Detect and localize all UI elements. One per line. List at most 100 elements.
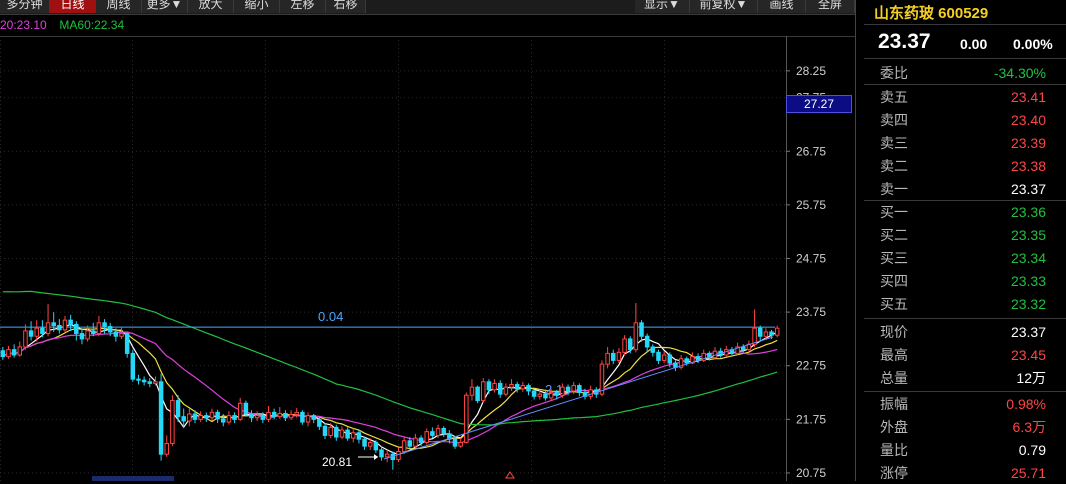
daily-kline-button[interactable]: 日线 [50, 0, 96, 13]
candle-body [752, 327, 757, 345]
move-left-button[interactable]: 左移 [280, 0, 326, 13]
candle-body [481, 381, 486, 402]
candle [221, 413, 226, 427]
candle-body [774, 327, 780, 336]
candle-body [141, 379, 147, 383]
chart-grid [0, 36, 786, 481]
candle-body [373, 441, 379, 451]
candle [486, 379, 492, 395]
candle [537, 389, 543, 400]
candle [226, 411, 232, 425]
y-tick-label: 21.75 [796, 412, 826, 426]
candle-body [57, 325, 62, 331]
candle-body [486, 381, 492, 391]
candle-body [537, 393, 543, 397]
candle-body [249, 413, 254, 419]
candle-body [520, 385, 526, 390]
kline-chart[interactable]: 28.2527.7526.7525.7524.7523.7522.7521.75… [0, 36, 855, 481]
candle [633, 303, 639, 353]
ask-level-label: 卖四 [880, 112, 908, 128]
event-marker-icon [505, 471, 515, 479]
candle-body [175, 400, 181, 418]
stat-value: 0.79 [1018, 442, 1046, 458]
candle-body [588, 389, 593, 397]
candle-body [339, 429, 345, 438]
candle [746, 340, 752, 352]
candle [187, 408, 192, 427]
candle-body [362, 438, 367, 447]
weekly-kline-button[interactable]: 周线 [96, 0, 142, 13]
y-tick-label: 20.75 [796, 466, 826, 480]
candle [74, 321, 79, 341]
candle-body [503, 386, 509, 395]
candle-body [158, 381, 164, 455]
candle [571, 381, 576, 395]
candle-body [548, 392, 554, 399]
candle [113, 328, 119, 342]
candle [136, 374, 141, 385]
candle-body [633, 322, 639, 351]
zoom-in-button[interactable]: 放大 [188, 0, 234, 13]
ask-level-value: 23.37 [1010, 181, 1046, 197]
move-right-button[interactable]: 右移 [326, 0, 366, 13]
candle-body [17, 346, 23, 356]
candle [141, 376, 147, 386]
candle [469, 379, 475, 401]
candle [79, 328, 85, 345]
stat-row: 外盘 6.3万 [880, 416, 1046, 438]
candle [11, 344, 17, 358]
ask-level-value: 23.39 [1010, 135, 1046, 151]
candle [62, 315, 68, 332]
last-price: 23.37 [878, 30, 931, 53]
stat-value: 25.71 [1010, 465, 1046, 481]
display-menu-button[interactable]: 显示▼ [635, 0, 690, 13]
candle-body [599, 363, 605, 395]
candle-body [277, 412, 283, 418]
candle [543, 390, 548, 401]
candle [752, 309, 757, 347]
bid-level-value: 23.34 [1010, 250, 1046, 266]
draw-line-button[interactable]: 画线 [758, 0, 806, 13]
candle [622, 335, 627, 356]
candle [164, 435, 169, 457]
candle-body [6, 349, 11, 358]
stat-row: 量比 0.79 [880, 439, 1046, 461]
candle-body [187, 413, 192, 422]
candle [384, 449, 390, 463]
candle-body [62, 319, 68, 331]
candle [475, 385, 480, 404]
price-axis: 28.2527.7526.7525.7524.7523.7522.7521.75… [786, 64, 826, 480]
ask-level-value: 23.38 [1010, 158, 1046, 174]
candle [170, 395, 175, 447]
candle [311, 413, 316, 424]
candle [68, 314, 73, 331]
candle [741, 344, 746, 353]
fullscreen-button[interactable]: 全屏 [806, 0, 855, 13]
candle-body [616, 351, 622, 361]
candle [334, 424, 339, 441]
candle [627, 336, 633, 354]
candle [249, 410, 254, 423]
candle-body [204, 415, 209, 419]
candle-body [475, 386, 480, 402]
weibi-value: -34.30% [993, 65, 1046, 81]
candle-body [407, 440, 413, 447]
candle [124, 331, 130, 358]
candle-body [554, 392, 559, 396]
bid-level-label: 买一 [880, 204, 908, 220]
candle-body [198, 415, 203, 420]
candle-body [215, 411, 220, 420]
candle [379, 446, 384, 461]
multi-minute-button[interactable]: 多分钟 [0, 0, 50, 13]
more-periods-button[interactable]: 更多▼ [142, 0, 188, 13]
candle [701, 349, 706, 362]
candle-body [96, 322, 102, 335]
adjust-mode-button[interactable]: 前复权▼ [690, 0, 758, 13]
stat-label: 涨停 [880, 465, 908, 481]
candle-body [611, 352, 616, 361]
candle-body [514, 383, 520, 390]
candle-body [271, 411, 277, 418]
candle [447, 430, 452, 444]
zoom-out-button[interactable]: 缩小 [234, 0, 280, 13]
candle [300, 410, 305, 425]
